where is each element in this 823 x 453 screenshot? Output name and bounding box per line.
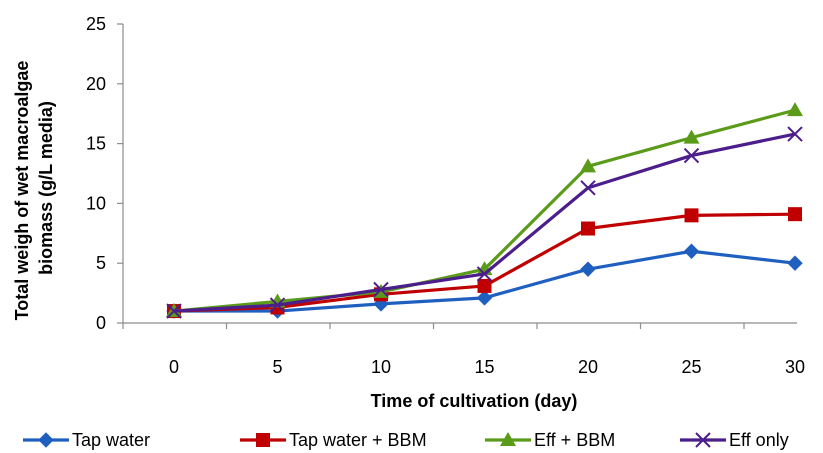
y-tick-label: 15 — [86, 134, 106, 154]
legend-label: Eff + BBM — [534, 430, 615, 450]
legend-item-tap-water-bbm: Tap water + BBM — [240, 430, 427, 450]
data-point — [269, 297, 286, 313]
data-point — [580, 180, 596, 196]
y-tick-label: 10 — [86, 193, 106, 213]
legend: Tap water Tap water + BBM Eff + BBM Eff onl… — [23, 430, 789, 450]
x-tick-label: 0 — [169, 357, 179, 377]
legend-item-eff-bbm: Eff + BBM — [485, 430, 615, 450]
legend-marker — [38, 432, 54, 448]
data-point — [684, 208, 699, 223]
y-axis-title-line-1: Total weigh of wet macroalgae — [12, 61, 32, 321]
x-tick-label: 10 — [371, 357, 391, 377]
x-axis-title: Time of cultivation (day) — [371, 391, 578, 411]
x-tick-label: 25 — [681, 357, 701, 377]
y-axis-title-line-2: biomass (g/L media) — [36, 101, 56, 275]
y-tick-label: 20 — [86, 74, 106, 94]
y-tick-label: 5 — [96, 253, 106, 273]
x-tick-label: 15 — [474, 357, 494, 377]
data-point — [683, 147, 700, 164]
data-point — [166, 303, 182, 319]
data-point — [581, 221, 595, 236]
legend-marker — [500, 432, 516, 446]
data-point — [787, 102, 803, 117]
y-tick-label: 0 — [96, 313, 106, 333]
x-tick-label: 5 — [272, 357, 282, 377]
legend-marker — [695, 432, 711, 448]
data-point — [788, 207, 802, 222]
legend-item-eff-only: Eff only — [680, 430, 789, 450]
data-point — [476, 266, 493, 282]
data-point — [683, 129, 700, 144]
data-point — [787, 255, 803, 271]
axes: 0 5 10 15 20 25 0 5 10 15 20 25 30 — [86, 14, 805, 377]
legend-marker — [256, 433, 270, 447]
x-tick-label: 30 — [785, 357, 805, 377]
data-point — [373, 281, 389, 298]
data-point — [580, 158, 596, 173]
legend-label: Eff only — [729, 430, 789, 450]
legend-label: Tap water — [72, 430, 150, 450]
data-point — [787, 126, 803, 142]
data-point — [580, 261, 596, 277]
data-point — [477, 278, 492, 293]
series-eff-only — [166, 126, 803, 319]
legend-label: Tap water + BBM — [289, 430, 427, 450]
data-point — [683, 243, 700, 259]
y-tick-label: 25 — [86, 14, 106, 34]
legend-item-tap-water: Tap water — [23, 430, 150, 450]
series-layer — [166, 102, 803, 319]
data-point — [476, 290, 493, 306]
y-axis-title: Total weigh of wet macroalgae biomass (g… — [12, 56, 56, 321]
x-tick-label: 20 — [578, 357, 598, 377]
